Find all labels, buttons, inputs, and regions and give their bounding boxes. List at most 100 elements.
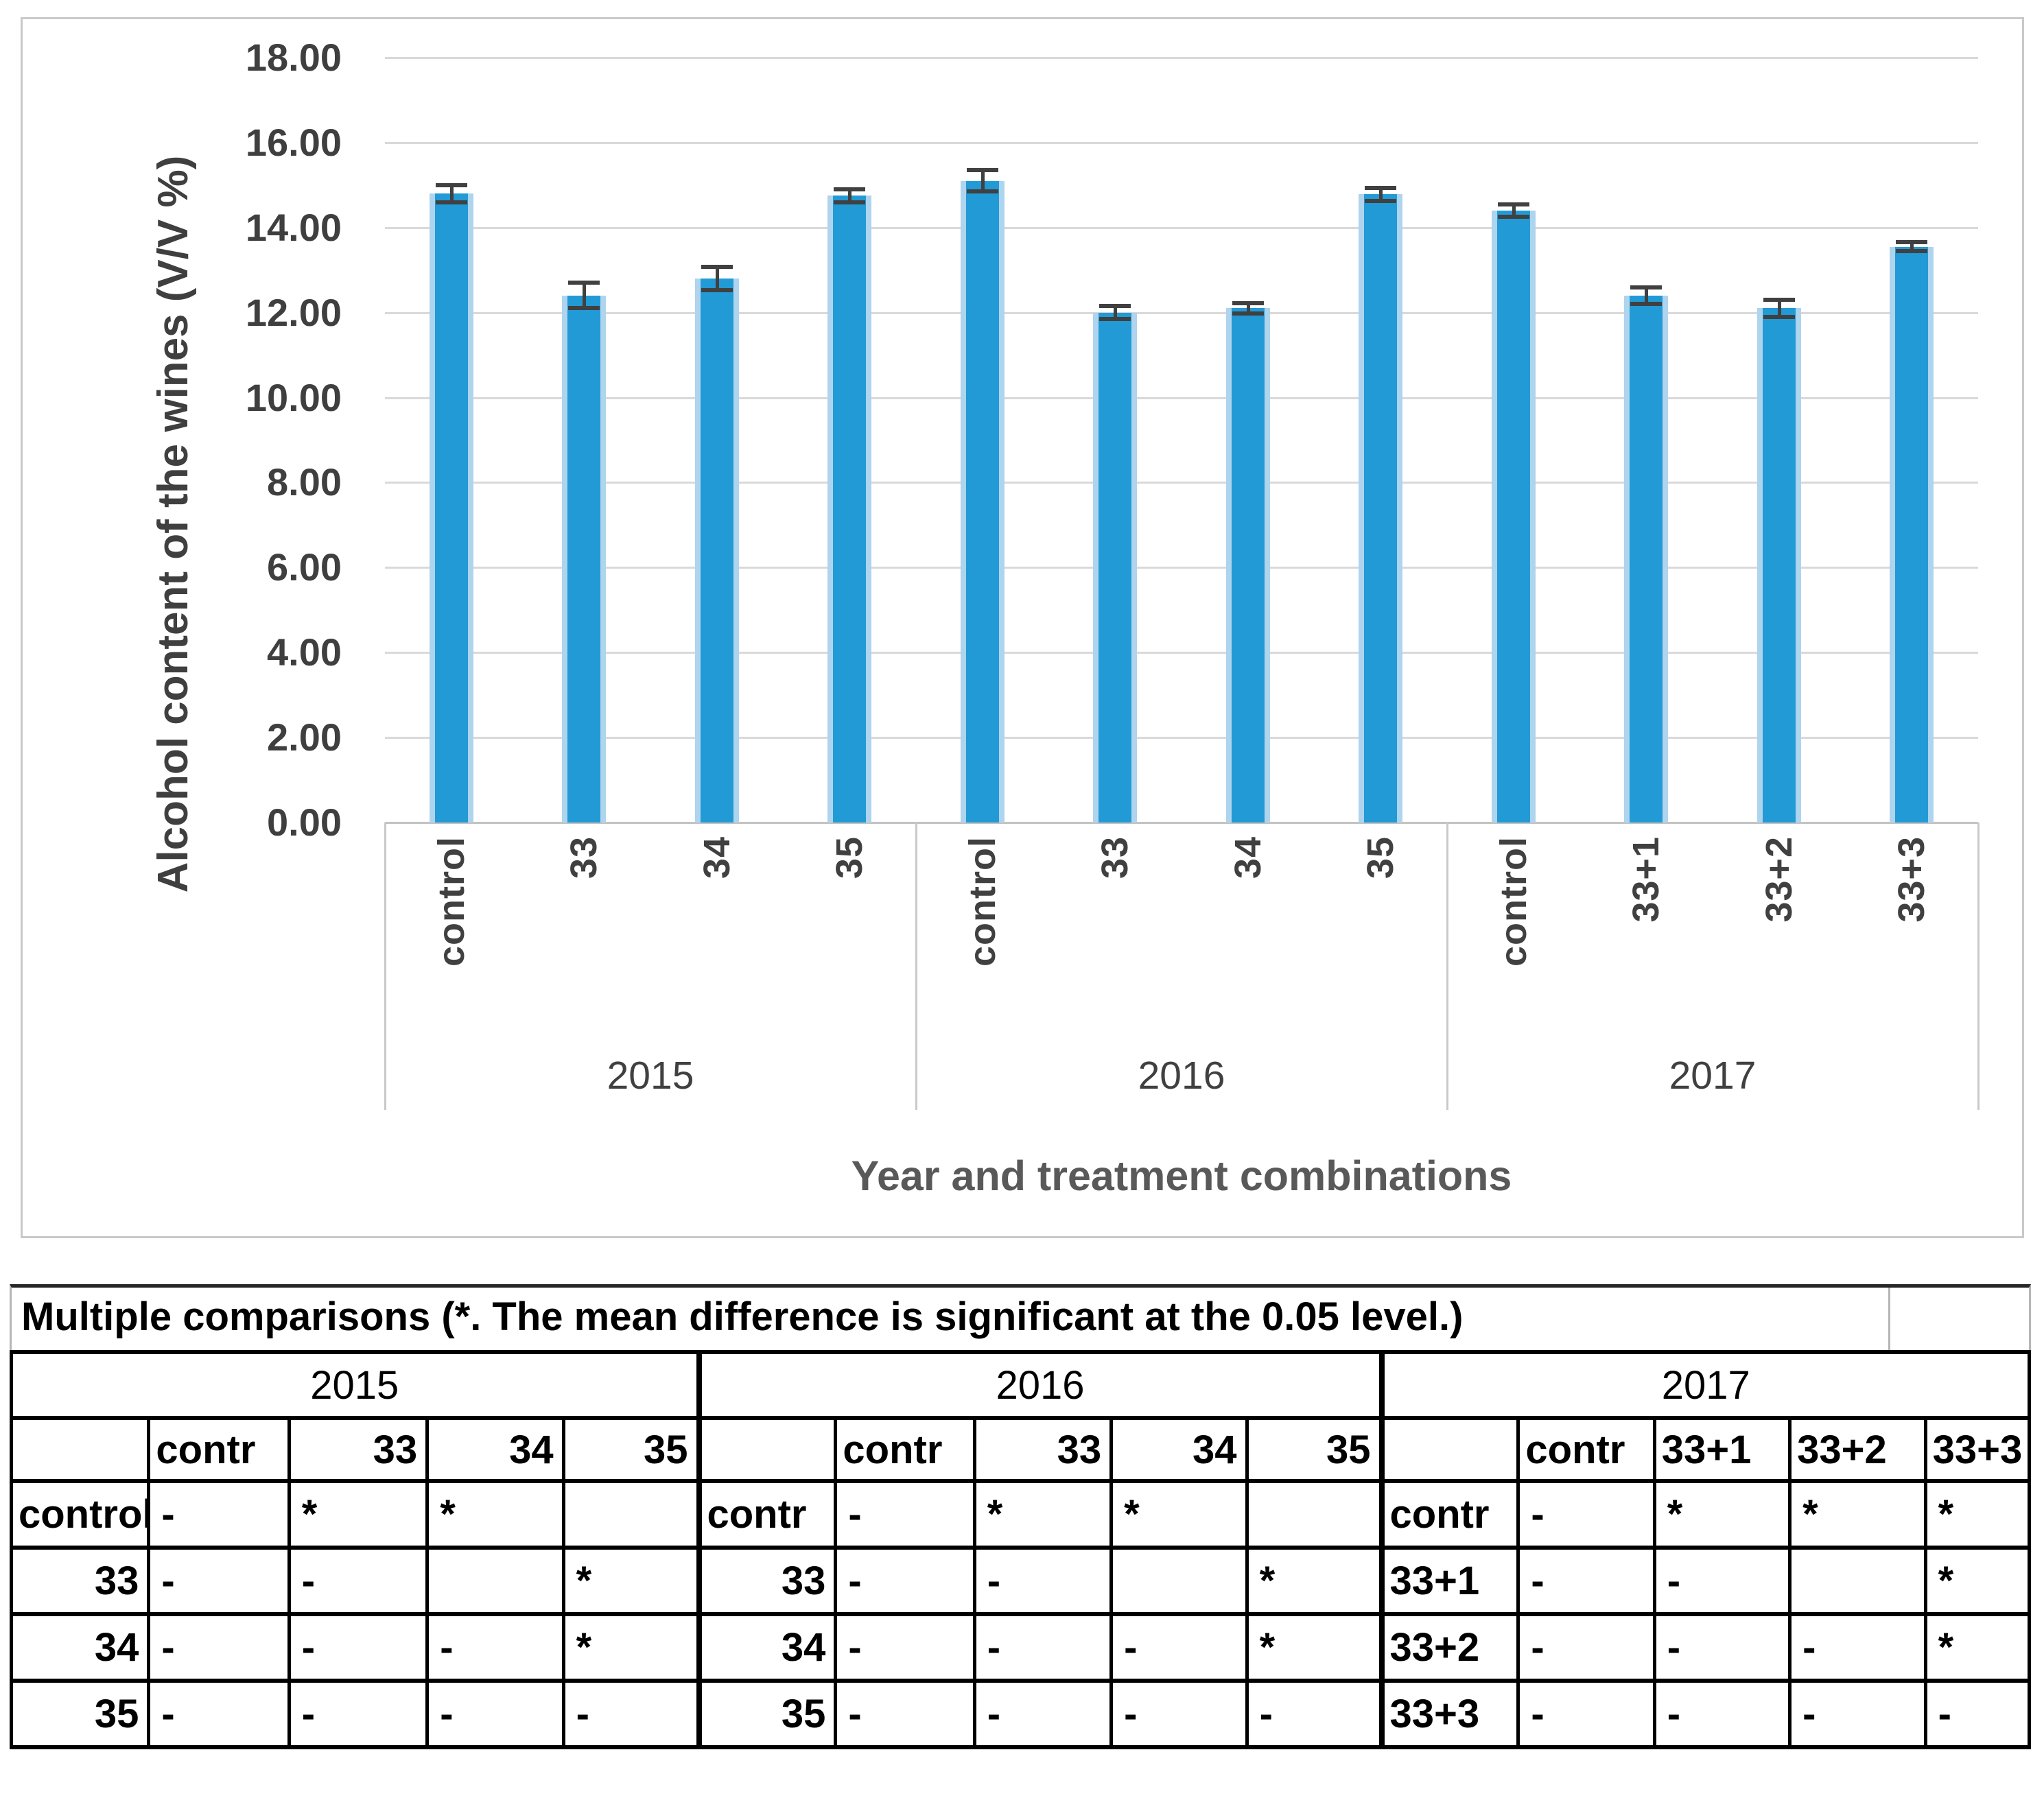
error-bar-cap (568, 306, 600, 311)
comparison-cell: - (287, 1612, 430, 1683)
col-header-cell: contr (834, 1416, 976, 1483)
gridline (385, 737, 1978, 740)
error-bar (980, 170, 985, 192)
category-label: 33+2 (1758, 836, 1800, 923)
comparison-cell: * (1923, 1612, 2032, 1683)
y-axis-title: Alcohol content of the wines (V/V %) (150, 155, 197, 893)
comparison-cell: - (1516, 1679, 1656, 1749)
bar-2017-33+3 (1890, 246, 1934, 823)
category-label: 34 (1227, 836, 1269, 879)
col-header-cell: 34 (1109, 1416, 1249, 1483)
category-label: 33 (1094, 836, 1136, 879)
error-bar-cap (966, 189, 998, 194)
comparison-table: 2015 2016 2017 contr 33 34 35 contr 33 34 35 contr 3… (9, 1350, 2032, 1749)
comparison-table-title-row: Multiple comparisons (*. The mean differ… (10, 1284, 2031, 1350)
category-label: control (430, 836, 472, 967)
year-header-cell: 2017 (1378, 1350, 2031, 1420)
y-tick-label: 8.00 (267, 460, 342, 504)
col-header-cell: contr (1516, 1416, 1656, 1483)
error-bar-cap (1630, 302, 1663, 307)
error-bar-cap (1365, 186, 1397, 191)
comparison-cell: - (1245, 1679, 1384, 1749)
bar-chart-panel: 0.00 2.00 4.00 6.00 8.00 10.00 12.00 14.00 16.00… (21, 17, 2024, 1238)
col-header-cell: 33 (287, 1416, 430, 1483)
comparison-cell: - (972, 1612, 1114, 1683)
category-label: 35 (1360, 836, 1402, 879)
row-label-cell: 33+1 (1378, 1546, 1520, 1616)
error-bar-cap (1630, 285, 1663, 289)
error-bar-cap (1099, 316, 1131, 321)
comparison-cell: * (1245, 1546, 1384, 1616)
category-divider (1977, 823, 1980, 1110)
comparison-cell: - (1109, 1679, 1249, 1749)
y-tick-label: 6.00 (267, 545, 342, 589)
gridline (385, 57, 1978, 59)
error-bar (1379, 188, 1383, 201)
bar-2016-34 (1225, 308, 1270, 823)
chart-year-label: 2017 (1669, 1054, 1757, 1098)
error-bar (1777, 300, 1781, 317)
col-header-cell: 34 (425, 1416, 565, 1483)
y-tick-label: 0.00 (267, 801, 342, 844)
category-label: control (961, 836, 1003, 967)
row-label-cell: 34 (696, 1612, 838, 1683)
comparison-cell: - (287, 1679, 430, 1749)
y-tick-label: 4.00 (267, 630, 342, 674)
gridline (385, 226, 1978, 229)
comparison-cell: - (1788, 1612, 1927, 1683)
gridline (385, 567, 1978, 569)
row-label-cell: contr (696, 1479, 838, 1550)
category-label: control (1492, 836, 1534, 967)
bar-2016-33 (1093, 312, 1138, 823)
error-bar-cap (1232, 301, 1264, 306)
comparison-cell: - (1652, 1546, 1792, 1616)
comparison-cell: * (561, 1612, 701, 1683)
col-header-cell: 33+2 (1788, 1416, 1927, 1483)
bar-2016-35 (1359, 194, 1403, 823)
comparison-cell: * (425, 1479, 565, 1550)
table-title-spacer (1890, 1288, 2029, 1350)
gridline (385, 311, 1978, 314)
bar-2015-34 (694, 279, 739, 823)
error-bar-cap (1497, 215, 1529, 220)
corner-cell (696, 1416, 838, 1483)
y-tick-label: 16.00 (245, 120, 342, 164)
category-divider (1446, 823, 1448, 1110)
gridline (385, 482, 1978, 484)
category-divider (384, 823, 386, 1110)
error-bar-cap (834, 187, 866, 192)
error-bar-cap (1232, 311, 1264, 316)
bar-2016-control (960, 180, 1005, 823)
error-bar-cap (435, 200, 467, 204)
row-label-cell: 33+3 (1378, 1679, 1520, 1749)
y-tick-label: 10.00 (245, 375, 342, 419)
error-bar (848, 189, 852, 202)
bar-2017-33+2 (1757, 308, 1801, 823)
y-tick-label: 2.00 (267, 715, 342, 759)
chart-year-label: 2016 (1138, 1054, 1225, 1098)
comparison-cell: * (1245, 1612, 1384, 1683)
comparison-cell: * (1109, 1479, 1249, 1550)
comparison-cell: * (972, 1479, 1114, 1550)
category-label: 33+1 (1625, 836, 1667, 923)
comparison-cell: * (561, 1546, 701, 1616)
comparison-cell: * (1923, 1479, 2032, 1550)
row-label-cell: contr (1378, 1479, 1520, 1550)
category-label: 33+3 (1891, 836, 1933, 923)
comparison-cell: - (147, 1479, 291, 1550)
chart-year-label: 2015 (607, 1054, 694, 1098)
col-header-cell: 33+1 (1652, 1416, 1792, 1483)
x-axis-line (385, 822, 1978, 824)
comparison-cell: - (972, 1679, 1114, 1749)
corner-cell (9, 1416, 151, 1483)
gridline (385, 141, 1978, 144)
error-bar-cap (834, 200, 866, 204)
error-bar-cap (1896, 240, 1928, 245)
year-header-cell: 2015 (10, 1350, 701, 1420)
row-label-cell: 33 (9, 1546, 151, 1616)
comparison-cell (561, 1479, 701, 1550)
bar-2015-35 (827, 196, 872, 823)
gridline (385, 652, 1978, 654)
category-label: 33 (563, 836, 605, 879)
comparison-cell: - (1652, 1679, 1792, 1749)
